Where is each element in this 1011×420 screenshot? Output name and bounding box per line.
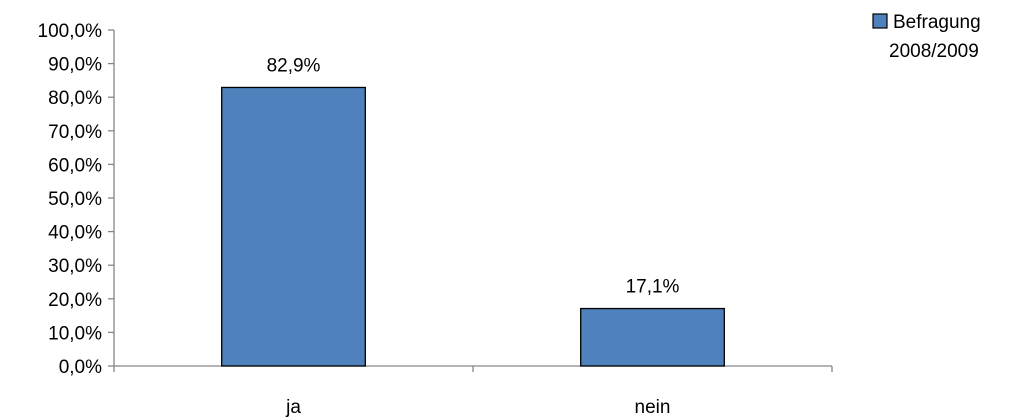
y-tick-label: 90,0%	[48, 55, 102, 76]
bars	[221, 86, 725, 367]
legend-label: 2008/2009	[889, 41, 979, 62]
x-axis: ja nein	[113, 365, 833, 418]
y-tick-label: 50,0%	[48, 189, 102, 210]
bar-ja	[221, 86, 366, 367]
bar-nein	[580, 307, 725, 367]
x-category-label: ja	[285, 397, 301, 418]
x-category-label: nein	[635, 397, 671, 418]
y-tick-label: 30,0%	[48, 256, 102, 277]
y-tick-label: 70,0%	[48, 122, 102, 143]
data-labels: 82,9% 17,1%	[267, 55, 680, 297]
y-tick-label: 20,0%	[48, 290, 102, 311]
y-tick-label: 10,0%	[48, 323, 102, 344]
legend: Befragung 2008/2009	[872, 12, 981, 62]
data-label: 17,1%	[626, 277, 680, 298]
legend-swatch	[872, 13, 888, 29]
y-axis: 0,0% 10,0% 20,0% 30,0% 40,0% 50,0% 60,0% 70,0% 8…	[38, 21, 115, 378]
y-tick-label: 40,0%	[48, 223, 102, 244]
y-tick-label: 80,0%	[48, 88, 102, 109]
y-tick-label: 60,0%	[48, 155, 102, 176]
data-label: 82,9%	[267, 55, 321, 76]
legend-label: Befragung	[893, 12, 981, 33]
y-tick-label: 0,0%	[59, 357, 102, 378]
y-tick-label: 100,0%	[38, 21, 103, 42]
